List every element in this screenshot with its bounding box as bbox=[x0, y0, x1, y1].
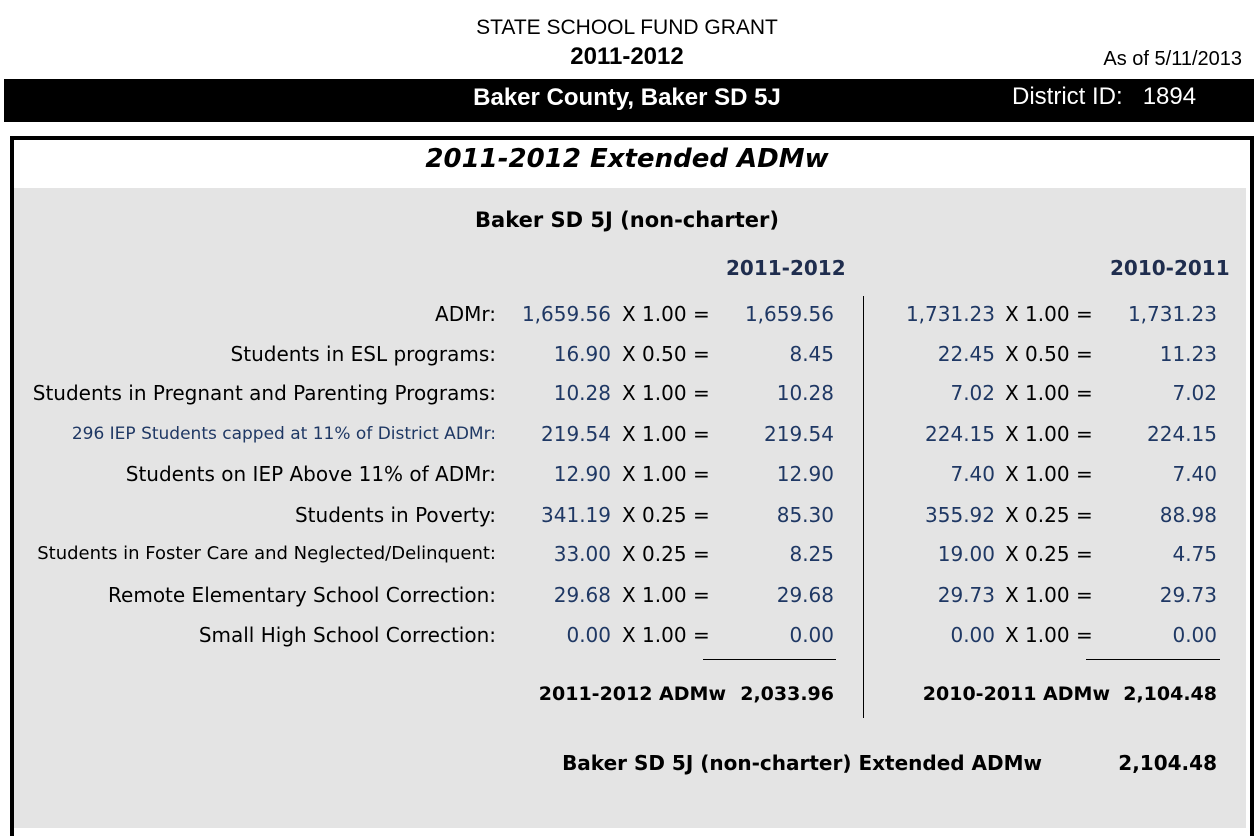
row-label: ADMr: bbox=[435, 302, 496, 326]
current-value: 10.28 bbox=[776, 381, 834, 405]
row-label: Students in Foster Care and Neglected/De… bbox=[37, 543, 496, 564]
prior-count: 7.40 bbox=[950, 462, 995, 486]
district-banner bbox=[4, 79, 1254, 122]
prior-count: 19.00 bbox=[937, 542, 995, 566]
prior-count: 0.00 bbox=[950, 623, 995, 647]
current-total-label: 2011-2012 ADMw bbox=[538, 683, 726, 705]
admw-panel bbox=[14, 188, 1246, 828]
current-total-value: 2,033.96 bbox=[740, 683, 834, 705]
current-value: 12.90 bbox=[776, 462, 834, 486]
prior-count: 29.73 bbox=[937, 583, 995, 607]
prior-multiplier: X 0.50 = bbox=[1005, 342, 1093, 366]
section-title: 2011-2012 Extended ADMw bbox=[425, 144, 829, 174]
row-label: Students in ESL programs: bbox=[230, 342, 496, 366]
extended-admw-label: Baker SD 5J (non-charter) Extended ADMw bbox=[562, 751, 1042, 775]
prior-value: 0.00 bbox=[1172, 623, 1217, 647]
current-value: 0.00 bbox=[789, 623, 834, 647]
current-total-rule bbox=[703, 659, 836, 660]
district-name: Baker County, Baker SD 5J bbox=[473, 84, 781, 111]
prior-value: 7.40 bbox=[1172, 462, 1217, 486]
current-multiplier: X 1.00 = bbox=[622, 302, 710, 326]
column-header-prior: 2010-2011 bbox=[1110, 256, 1230, 280]
current-count: 29.68 bbox=[553, 583, 611, 607]
prior-count: 7.02 bbox=[950, 381, 995, 405]
column-divider bbox=[863, 296, 864, 718]
row-label: Students in Poverty: bbox=[294, 503, 496, 527]
current-value: 29.68 bbox=[776, 583, 834, 607]
current-count: 219.54 bbox=[541, 422, 611, 446]
prior-multiplier: X 1.00 = bbox=[1005, 623, 1093, 647]
prior-value: 4.75 bbox=[1172, 542, 1217, 566]
current-count: 12.90 bbox=[553, 462, 611, 486]
current-count: 1,659.56 bbox=[521, 302, 611, 326]
section-header bbox=[14, 140, 1246, 188]
current-multiplier: X 1.00 = bbox=[622, 422, 710, 446]
current-multiplier: X 0.50 = bbox=[622, 342, 710, 366]
current-multiplier: X 0.25 = bbox=[622, 503, 710, 527]
row-label: Students on IEP Above 11% of ADMr: bbox=[125, 462, 496, 486]
prior-value: 7.02 bbox=[1172, 381, 1217, 405]
current-count: 10.28 bbox=[553, 381, 611, 405]
prior-multiplier: X 1.00 = bbox=[1005, 583, 1093, 607]
prior-count: 1,731.23 bbox=[905, 302, 995, 326]
current-multiplier: X 1.00 = bbox=[622, 381, 710, 405]
prior-total-label: 2010-2011 ADMw bbox=[922, 683, 1110, 705]
current-count: 33.00 bbox=[553, 542, 611, 566]
current-multiplier: X 1.00 = bbox=[622, 623, 710, 647]
current-value: 219.54 bbox=[764, 422, 834, 446]
as-of-date: As of 5/11/2013 bbox=[1103, 48, 1242, 70]
prior-value: 29.73 bbox=[1159, 583, 1217, 607]
current-value: 85.30 bbox=[776, 503, 834, 527]
prior-total-rule bbox=[1086, 659, 1220, 660]
section-frame bbox=[10, 136, 1254, 836]
current-value: 1,659.56 bbox=[744, 302, 834, 326]
current-value: 8.25 bbox=[789, 542, 834, 566]
prior-total-value: 2,104.48 bbox=[1123, 683, 1217, 705]
prior-count: 22.45 bbox=[937, 342, 995, 366]
prior-value: 1,731.23 bbox=[1127, 302, 1217, 326]
extended-admw-value: 2,104.48 bbox=[1118, 751, 1217, 775]
prior-multiplier: X 1.00 = bbox=[1005, 462, 1093, 486]
district-id-value: 1894 bbox=[1142, 83, 1197, 110]
current-multiplier: X 1.00 = bbox=[622, 583, 710, 607]
district-id-label: District ID: bbox=[1012, 83, 1123, 110]
current-value: 8.45 bbox=[789, 342, 834, 366]
prior-value: 88.98 bbox=[1159, 503, 1217, 527]
prior-count: 355.92 bbox=[925, 503, 995, 527]
section-subtitle: Baker SD 5J (non-charter) bbox=[475, 208, 779, 232]
row-label: Small High School Correction: bbox=[198, 623, 496, 647]
current-count: 341.19 bbox=[541, 503, 611, 527]
current-count: 0.00 bbox=[566, 623, 611, 647]
prior-multiplier: X 1.00 = bbox=[1005, 381, 1093, 405]
prior-multiplier: X 1.00 = bbox=[1005, 302, 1093, 326]
prior-multiplier: X 0.25 = bbox=[1005, 542, 1093, 566]
row-label: 296 IEP Students capped at 11% of Distri… bbox=[71, 424, 496, 444]
current-multiplier: X 1.00 = bbox=[622, 462, 710, 486]
row-label: Students in Pregnant and Parenting Progr… bbox=[32, 381, 496, 405]
column-header-current: 2011-2012 bbox=[726, 256, 846, 280]
current-multiplier: X 0.25 = bbox=[622, 542, 710, 566]
prior-count: 224.15 bbox=[925, 422, 995, 446]
prior-multiplier: X 1.00 = bbox=[1005, 422, 1093, 446]
prior-value: 11.23 bbox=[1159, 342, 1217, 366]
prior-value: 224.15 bbox=[1147, 422, 1217, 446]
current-count: 16.90 bbox=[553, 342, 611, 366]
row-label: Remote Elementary School Correction: bbox=[108, 583, 496, 607]
prior-multiplier: X 0.25 = bbox=[1005, 503, 1093, 527]
district-id: District ID: 1894 bbox=[1012, 83, 1196, 111]
report-year: 2011-2012 bbox=[570, 43, 684, 70]
report-title: STATE SCHOOL FUND GRANT bbox=[476, 16, 778, 39]
